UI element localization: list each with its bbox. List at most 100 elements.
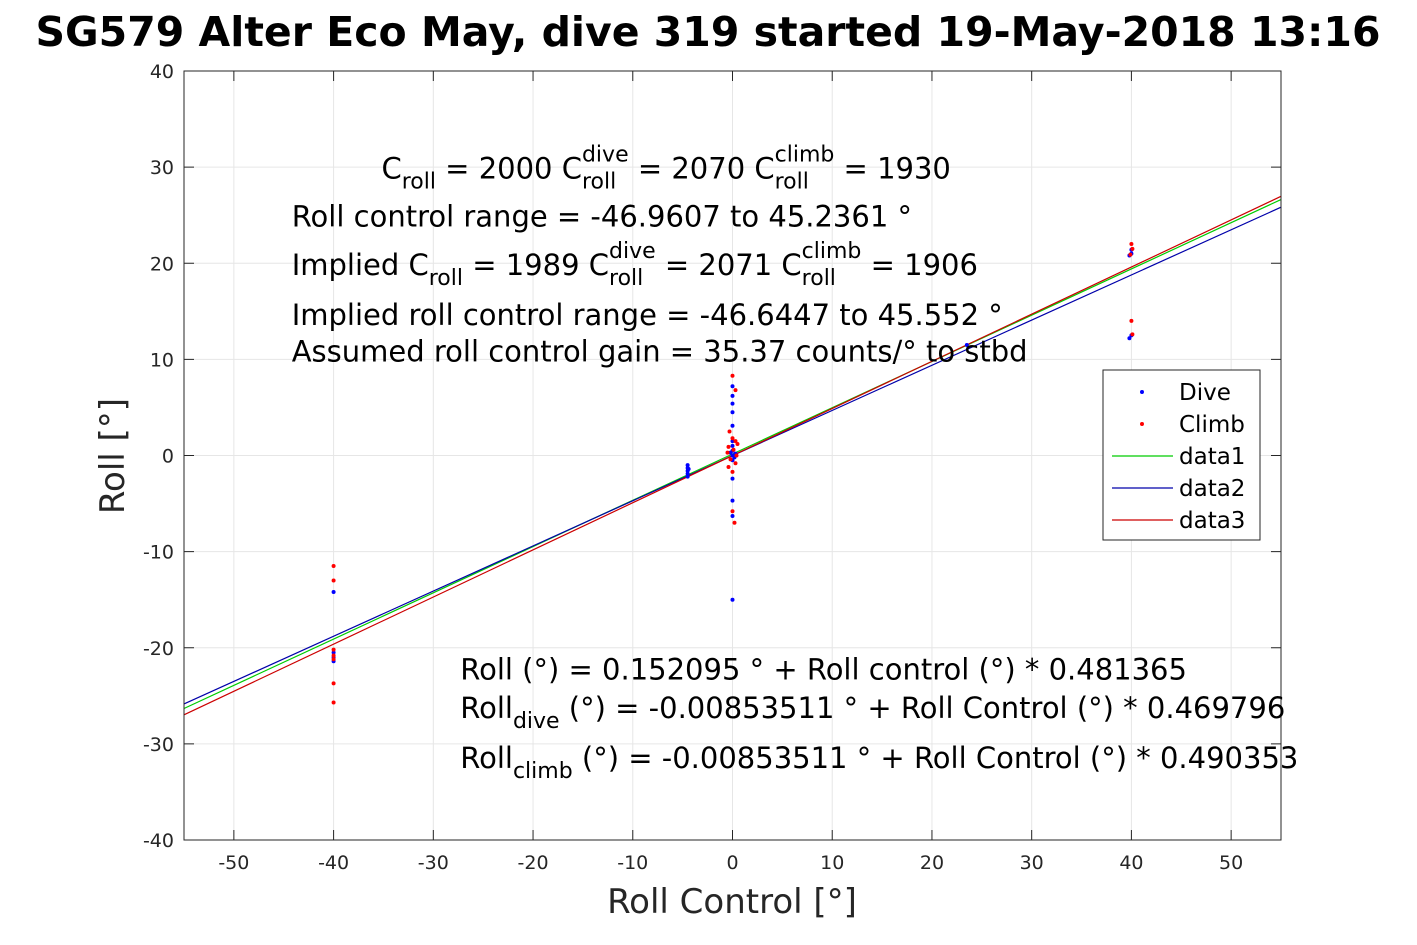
point-dive: [686, 466, 691, 471]
annotation-text: Roll (°) = 0.152095 ° + Roll control (°)…: [460, 652, 1187, 686]
annotation-text: Assumed roll control gain = 35.37 counts…: [292, 334, 1028, 368]
point-dive: [331, 589, 336, 594]
annotation-subscript: roll: [429, 266, 463, 291]
point-dive: [730, 423, 735, 428]
point-dive: [685, 474, 690, 479]
x-tick-label: 20: [920, 852, 944, 874]
x-tick-label: 0: [726, 852, 738, 874]
annotation-subscript: roll: [775, 170, 809, 195]
annotation-segment: = 2071 C: [656, 248, 802, 282]
point-climb: [730, 436, 735, 441]
point-dive: [730, 514, 735, 519]
legend-label: data1: [1179, 444, 1245, 470]
axis-ticks: -50 -40 -30 -20 -10 0 10 20 30 40 50 -40 -30 -20 -10 0 1…: [143, 61, 1281, 874]
point-dive: [730, 410, 735, 415]
point-climb: [331, 647, 336, 652]
y-tick-label: 10: [150, 349, 174, 371]
x-tick-label: 30: [1020, 852, 1044, 874]
x-tick-label: -50: [218, 852, 249, 874]
legend: Dive Climb data1 data2 data3: [1102, 369, 1261, 541]
y-tick-label: 20: [150, 253, 174, 275]
annotation-segment: Roll: [460, 691, 513, 725]
point-climb: [331, 700, 336, 705]
x-tick-label: -10: [617, 852, 648, 874]
point-climb: [1130, 246, 1135, 251]
annotation-text: Rollclimb (°) = -0.00853511 ° + Roll Con…: [460, 741, 1298, 784]
annotation-segment: Implied roll control range = -46.6447 to…: [292, 298, 1003, 332]
legend-label: Climb: [1179, 412, 1245, 438]
point-climb: [1129, 242, 1134, 247]
point-climb: [735, 441, 740, 446]
annotation-text: Rolldive (°) = -0.00853511 ° + Roll Cont…: [460, 691, 1285, 734]
point-climb: [726, 465, 731, 470]
scatter-points: [331, 242, 1135, 705]
point-dive: [730, 476, 735, 481]
point-climb: [727, 429, 732, 434]
annotation-subscript: roll: [609, 266, 643, 291]
legend-label: data3: [1179, 508, 1245, 534]
legend-marker: [1140, 422, 1144, 426]
y-tick-label: 40: [150, 61, 174, 83]
annotation-text: Roll control range = -46.9607 to 45.2361…: [292, 200, 912, 234]
annotation-segment: = 1930: [834, 152, 951, 186]
annotations: Croll = 2000 Cdive roll = 2070 Cclimb roll…: [292, 143, 1299, 784]
x-tick-label: 10: [820, 852, 844, 874]
point-climb: [1128, 252, 1133, 257]
y-tick-label: -20: [143, 638, 174, 660]
point-climb: [726, 444, 731, 449]
point-climb: [331, 681, 336, 686]
annotation-text: Implied Croll = 1989 Cdive roll = 2071 Cc…: [292, 239, 978, 291]
annotation-subscript: roll: [402, 170, 436, 195]
point-dive: [1127, 336, 1132, 341]
point-dive: [730, 498, 735, 503]
legend-marker: [1140, 390, 1144, 394]
point-dive: [730, 393, 735, 398]
point-climb: [728, 457, 733, 462]
point-dive: [730, 439, 735, 444]
chart-title: SG579 Alter Eco May, dive 319 started 19…: [36, 8, 1381, 56]
point-climb: [733, 388, 738, 393]
x-tick-label: 40: [1119, 852, 1143, 874]
point-climb: [732, 520, 737, 525]
point-climb: [725, 450, 730, 455]
legend-label: Dive: [1179, 380, 1231, 406]
point-climb: [331, 653, 336, 658]
y-tick-label: -30: [143, 734, 174, 756]
annotation-subscript: roll: [802, 266, 836, 291]
point-dive: [685, 471, 690, 476]
point-climb: [331, 657, 336, 662]
annotation-segment: = 2000 C: [436, 152, 582, 186]
point-climb: [730, 373, 735, 378]
annotation-segment: Roll control range = -46.9607 to 45.2361…: [292, 200, 912, 234]
annotation-subscript: climb: [513, 759, 573, 784]
legend-box: [1102, 369, 1261, 541]
point-climb: [730, 509, 735, 514]
annotation-superscript: climb: [775, 143, 835, 168]
point-dive: [685, 463, 690, 468]
point-dive: [331, 650, 336, 655]
point-dive: [730, 384, 735, 389]
point-climb: [731, 447, 736, 452]
y-axis-label: Roll [°]: [93, 398, 133, 514]
point-dive: [730, 597, 735, 602]
y-tick-label: -10: [143, 542, 174, 564]
point-climb: [730, 469, 735, 474]
y-tick-label: -40: [143, 830, 174, 852]
point-dive: [728, 450, 733, 455]
annotation-segment: Roll: [460, 741, 513, 775]
x-tick-label: -30: [418, 852, 449, 874]
annotation-text: Implied roll control range = -46.6447 to…: [292, 298, 1003, 332]
annotation-segment: Roll (°) = 0.152095 ° + Roll control (°)…: [460, 652, 1187, 686]
point-climb: [331, 578, 336, 583]
annotation-segment: = 1906: [861, 248, 978, 282]
point-dive: [730, 443, 735, 448]
annotation-segment: C: [381, 152, 401, 186]
annotation-superscript: climb: [802, 239, 862, 264]
point-climb: [733, 439, 738, 444]
y-tick-label: 30: [150, 157, 174, 179]
annotation-segment: Assumed roll control gain = 35.37 counts…: [292, 334, 1028, 368]
point-dive: [964, 342, 969, 347]
x-tick-label: -20: [518, 852, 549, 874]
point-climb: [734, 453, 739, 458]
